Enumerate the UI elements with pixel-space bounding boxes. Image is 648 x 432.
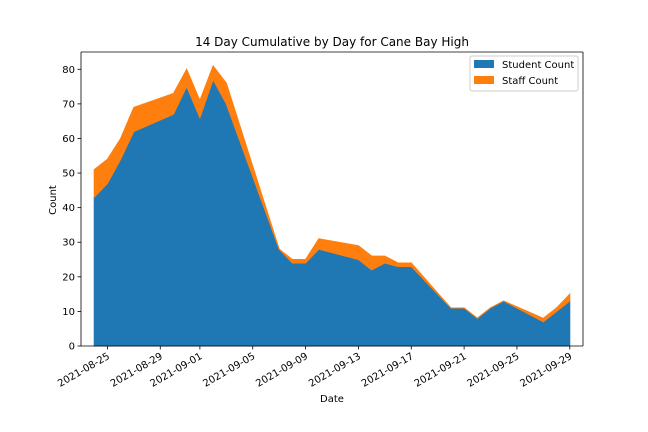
y-tick-label: 10 xyxy=(62,307,75,318)
y-tick-label: 0 xyxy=(69,342,75,353)
legend-swatch-student xyxy=(474,60,494,68)
legend-swatch-staff xyxy=(474,76,494,84)
legend: Student Count Staff Count xyxy=(469,55,579,92)
x-axis-label: Date xyxy=(320,394,344,405)
y-tick-label: 50 xyxy=(62,169,75,180)
y-axis-label: Count xyxy=(48,185,59,215)
y-tick-label: 20 xyxy=(62,272,75,283)
legend-label-student: Student Count xyxy=(502,60,574,71)
y-tick-label: 60 xyxy=(62,134,75,145)
legend-frame xyxy=(469,55,579,92)
y-tick-label: 70 xyxy=(62,99,75,110)
area-series-staff xyxy=(93,64,571,323)
chart-title: 14 Day Cumulative by Day for Cane Bay Hi… xyxy=(195,35,469,49)
axes xyxy=(80,51,584,347)
y-tick-label: 30 xyxy=(62,238,75,249)
y-tick-label: 80 xyxy=(62,65,75,76)
legend-label-staff: Staff Count xyxy=(502,76,558,87)
y-tick-label: 40 xyxy=(62,203,75,214)
